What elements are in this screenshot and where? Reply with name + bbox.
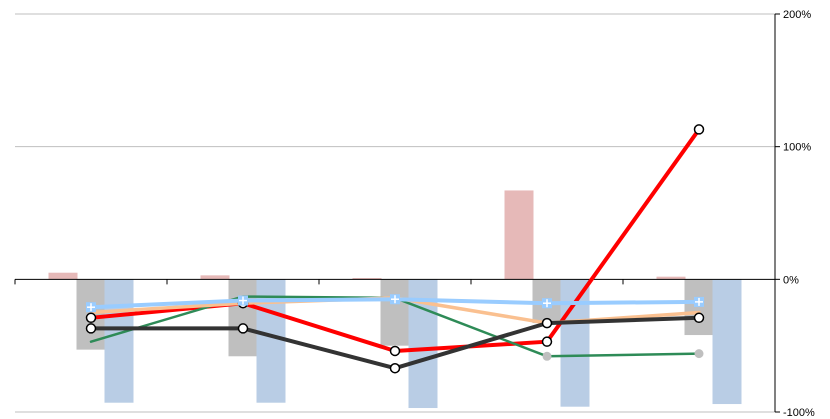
- bar-s0-c2: [352, 278, 382, 280]
- marker-s3-p2: [389, 362, 401, 374]
- tick-labels: 200% 100% 0% -100%: [783, 9, 815, 419]
- bar-s1-c1: [228, 279, 258, 357]
- bar-s2-c4: [712, 279, 742, 405]
- y-tick-label-2: 0%: [783, 274, 799, 286]
- marker-s0-p0: [85, 312, 97, 324]
- y-tick-label-3: -100%: [783, 407, 815, 419]
- bar-s2-c3: [560, 279, 590, 407]
- marker-s3-p3: [541, 317, 553, 329]
- marker-s3-p1: [237, 323, 249, 334]
- y-tick-label-0: 200%: [783, 9, 811, 21]
- marker-s3-p0: [85, 323, 97, 334]
- bar-s0-c1: [200, 275, 230, 280]
- marker-s0-p3: [541, 336, 553, 347]
- bar-s0-c0: [48, 272, 78, 280]
- gridlines: [15, 13, 775, 413]
- bar-s2-c0: [104, 279, 134, 403]
- y-tick-label-1: 100%: [783, 142, 811, 154]
- bar-s0-c4: [656, 276, 686, 280]
- markers: [85, 124, 705, 374]
- marker-s0-p2: [389, 345, 401, 357]
- marker-s1-p4: [694, 349, 704, 359]
- marker-s0-p4: [693, 124, 705, 135]
- axes: [14, 13, 780, 413]
- bar-s0-c3: [504, 190, 534, 280]
- marker-s1-p3: [542, 351, 552, 361]
- bar-s1-c2: [380, 279, 410, 346]
- marker-s3-p4: [693, 312, 705, 324]
- bar-s1-c4: [684, 279, 714, 336]
